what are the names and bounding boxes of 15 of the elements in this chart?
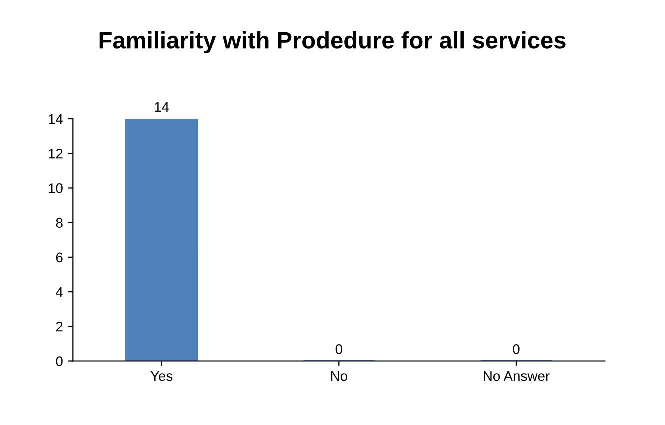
y-tick-label: 10 [49, 184, 63, 194]
data-label: 0 [336, 344, 342, 354]
y-tick-label: 0 [56, 356, 63, 366]
x-tick-label: Yes [150, 371, 173, 382]
y-tick-label: 8 [56, 218, 63, 228]
y-tick-label: 12 [49, 148, 63, 159]
y-tick-label: 6 [56, 252, 63, 263]
data-label: 0 [513, 344, 520, 354]
x-tick-label: No Answer [484, 371, 550, 382]
data-label: 14 [155, 102, 170, 112]
y-tick-label: 2 [56, 322, 63, 332]
y-tick-label: 14 [49, 114, 64, 124]
y-tick-label: 4 [56, 288, 64, 298]
x-tick-label: No [331, 371, 348, 382]
chart-title: Familiarity with Prodedure for all services [100, 31, 566, 54]
